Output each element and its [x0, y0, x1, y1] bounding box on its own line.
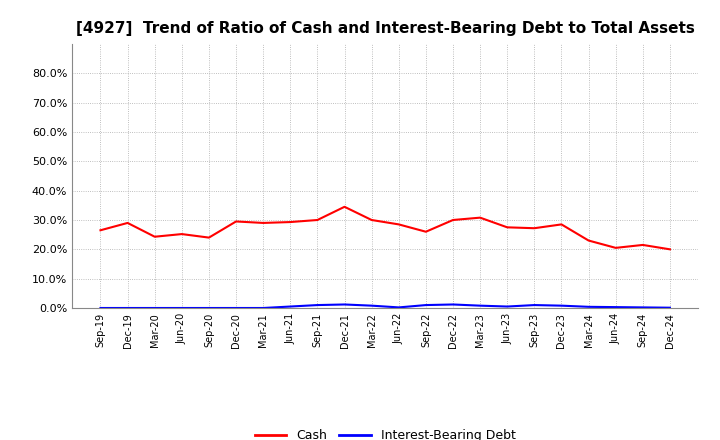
- Cash: [421, 229, 430, 235]
- Cash: [503, 225, 511, 230]
- Interest-Bearing Debt: [584, 304, 593, 309]
- Interest-Bearing Debt: [313, 302, 322, 308]
- Cash: [232, 219, 240, 224]
- Cash: [449, 217, 457, 223]
- Cash: [530, 226, 539, 231]
- Interest-Bearing Debt: [96, 305, 105, 311]
- Interest-Bearing Debt: [421, 302, 430, 308]
- Legend: Cash, Interest-Bearing Debt: Cash, Interest-Bearing Debt: [250, 424, 521, 440]
- Interest-Bearing Debt: [449, 302, 457, 307]
- Interest-Bearing Debt: [204, 305, 213, 311]
- Cash: [639, 242, 647, 248]
- Cash: [313, 217, 322, 223]
- Cash: [259, 220, 268, 226]
- Cash: [178, 231, 186, 237]
- Cash: [367, 217, 376, 223]
- Interest-Bearing Debt: [123, 305, 132, 311]
- Line: Interest-Bearing Debt: Interest-Bearing Debt: [101, 304, 670, 308]
- Title: [4927]  Trend of Ratio of Cash and Interest-Bearing Debt to Total Assets: [4927] Trend of Ratio of Cash and Intere…: [76, 21, 695, 36]
- Interest-Bearing Debt: [286, 304, 294, 309]
- Interest-Bearing Debt: [503, 304, 511, 309]
- Interest-Bearing Debt: [232, 305, 240, 311]
- Cash: [611, 245, 620, 250]
- Cash: [557, 222, 566, 227]
- Interest-Bearing Debt: [611, 304, 620, 310]
- Cash: [96, 227, 105, 233]
- Cash: [150, 234, 159, 239]
- Cash: [286, 220, 294, 225]
- Line: Cash: Cash: [101, 207, 670, 249]
- Interest-Bearing Debt: [665, 305, 674, 310]
- Cash: [204, 235, 213, 240]
- Cash: [476, 215, 485, 220]
- Interest-Bearing Debt: [557, 303, 566, 308]
- Interest-Bearing Debt: [259, 305, 268, 311]
- Cash: [584, 238, 593, 243]
- Cash: [665, 247, 674, 252]
- Interest-Bearing Debt: [476, 303, 485, 308]
- Interest-Bearing Debt: [341, 302, 349, 307]
- Interest-Bearing Debt: [639, 305, 647, 310]
- Cash: [341, 204, 349, 209]
- Interest-Bearing Debt: [530, 302, 539, 308]
- Interest-Bearing Debt: [395, 305, 403, 310]
- Cash: [395, 222, 403, 227]
- Cash: [123, 220, 132, 226]
- Interest-Bearing Debt: [150, 305, 159, 311]
- Interest-Bearing Debt: [178, 305, 186, 311]
- Interest-Bearing Debt: [367, 303, 376, 308]
